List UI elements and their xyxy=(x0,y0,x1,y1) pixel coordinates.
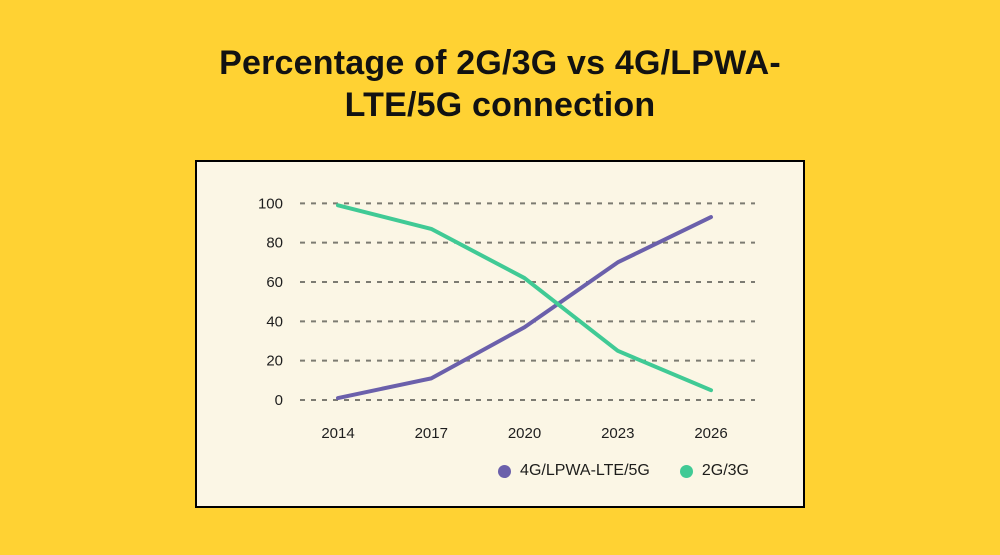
legend-label-4g-lpwa-lte-5g: 4G/LPWA-LTE/5G xyxy=(520,462,650,479)
chart-panel: 0 20 40 60 80 100 2014 2017 2020 2023 2026 4G/LPWA… xyxy=(195,160,805,508)
legend-item-2g-3g: 2G/3G xyxy=(679,462,749,480)
x-tick-label-2017: 2017 xyxy=(415,425,448,442)
legend-dot-4g-lpwa-lte-5g-icon xyxy=(498,464,512,478)
legend-dot-2g-3g-icon xyxy=(679,464,693,478)
x-tick-label-2020: 2020 xyxy=(508,425,541,442)
chart-legend: 4G/LPWA-LTE/5G 2G/3G xyxy=(498,462,749,480)
chart-title-line-1: Percentage of 2G/3G vs 4G/LPWA- xyxy=(219,44,781,82)
y-tick-label-60: 60 xyxy=(266,274,283,291)
y-tick-label-0: 0 xyxy=(275,392,283,409)
series-line-2g-3g xyxy=(336,203,713,393)
legend-item-4g-lpwa-lte-5g: 4G/LPWA-LTE/5G xyxy=(498,462,650,480)
y-tick-label-40: 40 xyxy=(266,313,283,330)
chart-title: Percentage of 2G/3G vs 4G/LPWA- LTE/5G c… xyxy=(0,0,1000,126)
y-tick-label-80: 80 xyxy=(266,235,283,252)
y-tick-label-20: 20 xyxy=(266,353,283,370)
series-line-4g-lpwa-lte-5g xyxy=(336,215,713,401)
y-tick-label-100: 100 xyxy=(258,195,283,212)
line-chart-plot: 0 20 40 60 80 100 2014 2017 2020 2023 2026 xyxy=(258,195,755,442)
x-tick-label-2026: 2026 xyxy=(694,425,727,442)
x-tick-label-2023: 2023 xyxy=(601,425,634,442)
x-tick-label-2014: 2014 xyxy=(321,425,354,442)
legend-label-2g-3g: 2G/3G xyxy=(701,462,749,479)
chart-title-line-2: LTE/5G connection xyxy=(344,86,656,125)
